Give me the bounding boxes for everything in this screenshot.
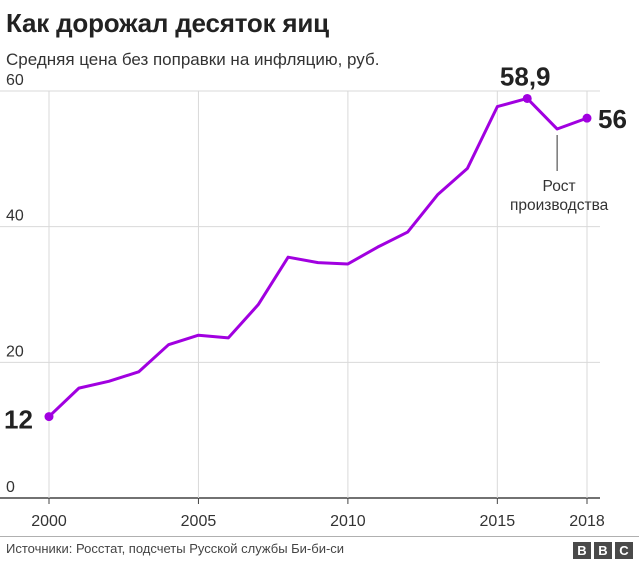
chart-subtitle: Средняя цена без поправки на инфляцию, р… (6, 50, 380, 69)
x-tick-labels: 2000 2005 2010 2015 2018 (31, 513, 605, 530)
bbc-logo-letter: B (594, 542, 612, 559)
price-series-line (47, 96, 588, 418)
x-tick-label: 2018 (569, 513, 605, 530)
series-marker (582, 113, 592, 123)
annotation-text-line: производства (510, 197, 609, 214)
x-tick-label: 2010 (330, 513, 366, 530)
annotation-text-line: Рост (543, 178, 576, 195)
end-value-label: 56 (598, 104, 627, 134)
chart-title: Как дорожал десяток яиц (6, 8, 329, 38)
series-marker (44, 412, 54, 422)
y-tick-label: 40 (6, 208, 24, 225)
y-tick-label: 20 (6, 343, 24, 360)
peak-value-label: 58,9 (500, 61, 551, 91)
footer-divider (0, 536, 639, 537)
bbc-logo-letter: C (615, 542, 633, 559)
bbc-logo: B B C (573, 542, 633, 559)
series-markers (44, 93, 592, 422)
y-tick-labels: 0 20 40 60 (6, 72, 24, 496)
x-gridlines (48, 91, 588, 504)
annotation-text: Рост производства (510, 178, 609, 214)
x-tick-label: 2015 (480, 513, 516, 530)
x-tick-label: 2000 (31, 513, 67, 530)
series-marker (522, 93, 532, 103)
y-tick-label: 60 (6, 72, 24, 89)
x-tick-label: 2005 (181, 513, 217, 530)
y-gridlines (0, 90, 600, 499)
start-value-label: 12 (4, 405, 33, 435)
line-chart: 0 20 40 60 2000 2005 2010 2015 2018 Рост произво… (0, 61, 627, 530)
y-tick-label: 0 (6, 479, 15, 496)
bbc-logo-letter: B (573, 542, 591, 559)
source-note: Источники: Росстат, подсчеты Русской слу… (6, 541, 345, 556)
